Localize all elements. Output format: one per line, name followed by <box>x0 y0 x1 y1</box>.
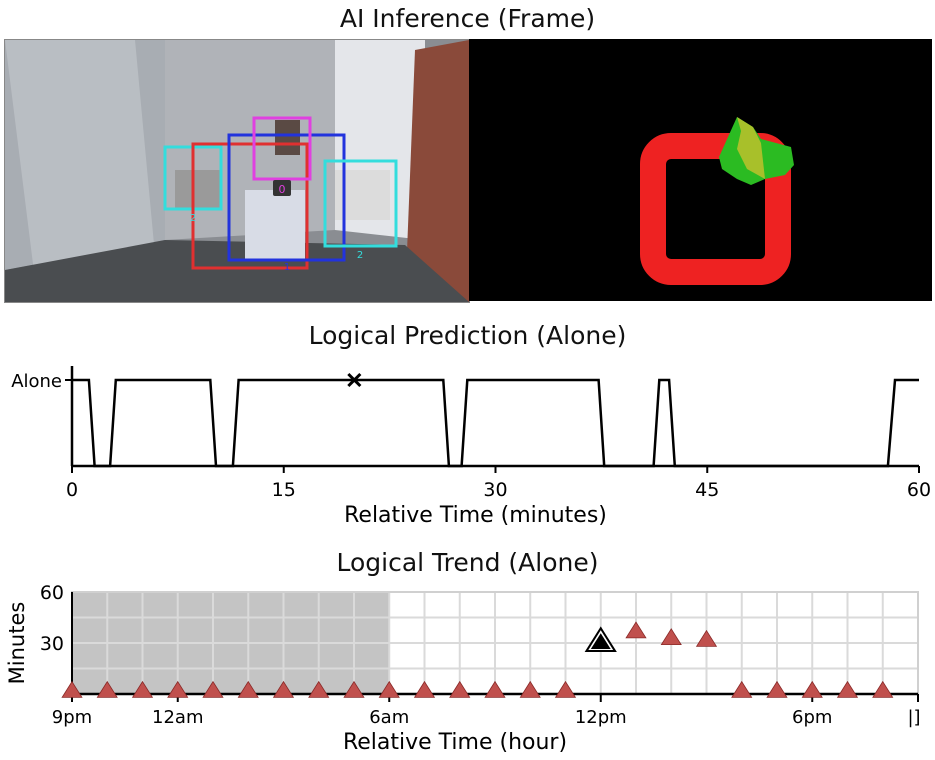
prediction-x-tick-label: 30 <box>483 479 507 501</box>
trend-point <box>167 680 189 698</box>
door <box>5 40 155 280</box>
zone-outline <box>640 133 791 285</box>
detection-box-bed <box>227 133 346 262</box>
trend-point <box>872 680 894 698</box>
prediction-x-marker <box>347 372 362 388</box>
trend-y-tick-label: 60 <box>40 582 64 604</box>
trend-point <box>731 680 753 698</box>
prediction-x-tick-label: 45 <box>695 479 719 501</box>
prediction-x-tick-label: 0 <box>66 479 78 501</box>
trend-point <box>378 680 400 698</box>
trend-x-tick-label: 12pm <box>575 707 627 728</box>
trend-point <box>96 680 118 698</box>
trend-x-axis-label: Relative Time (hour) <box>343 730 567 755</box>
detection-label-0: 0 <box>279 183 286 196</box>
trend-point <box>801 680 823 698</box>
trend-point <box>131 680 154 698</box>
prediction-y-tick-label: Alone <box>11 371 62 392</box>
prediction-x-marker-stroke-b <box>347 372 362 388</box>
trend-point <box>766 680 788 698</box>
detection-label-2b: 2 <box>357 250 363 261</box>
prediction-panel-title: Logical Prediction (Alone) <box>308 321 627 350</box>
brick-wall <box>405 40 469 302</box>
trend-chart: 30 60 Minutes 9pm 12am 6am 12pm 6pm |] Relative T… <box>5 582 921 755</box>
trend-point <box>484 680 506 698</box>
trend-x-tick-label: 9pm <box>52 707 92 728</box>
detection-box-person <box>252 116 312 181</box>
prediction-chart: Alone 0 15 30 45 60 Relative Time (minutes) <box>11 366 931 528</box>
occupancy-blob-yellow <box>737 117 765 179</box>
detection-box-red <box>191 142 309 270</box>
trend-point <box>554 680 577 698</box>
camera-frame-scene: 0 1 2 2 <box>5 40 469 302</box>
prediction-x-axis-label: Relative Time (minutes) <box>344 503 607 528</box>
trend-point <box>625 621 647 639</box>
trend-point <box>695 629 718 647</box>
trend-point <box>272 680 295 698</box>
prediction-x-tick-label: 60 <box>907 479 931 501</box>
detection-label-1: 1 <box>284 262 290 273</box>
trend-y-tick-label: 30 <box>40 633 64 655</box>
segmentation-map <box>469 39 932 301</box>
trend-x-tick-label: 12am <box>152 707 203 728</box>
trend-point <box>308 680 330 698</box>
prediction-line <box>72 378 919 468</box>
floor <box>5 240 469 302</box>
segmentation-svg <box>640 117 794 285</box>
trend-point <box>660 628 682 646</box>
frame-panel-title: AI Inference (Frame) <box>339 4 596 33</box>
camera-frame-image: 0 1 2 2 <box>4 39 470 303</box>
trend-point <box>413 680 436 698</box>
detection-label-2a: 2 <box>190 213 196 224</box>
trend-x-tick-label: |] <box>907 707 920 728</box>
prediction-x-tick-label: 15 <box>272 479 296 501</box>
trend-x-tick-label: 6am <box>369 707 409 728</box>
trend-point <box>449 680 471 698</box>
trend-x-tick-label: 6pm <box>792 707 832 728</box>
trend-point <box>237 680 259 698</box>
trend-point <box>61 680 83 698</box>
trend-point <box>202 680 224 698</box>
trend-highlight-point <box>590 633 611 650</box>
trend-y-axis-label: Minutes <box>5 602 29 685</box>
person <box>275 120 300 155</box>
trend-panel-title: Logical Trend (Alone) <box>336 548 599 577</box>
detection-box-chair-right <box>323 159 398 248</box>
trend-point <box>343 680 365 698</box>
bed <box>245 190 305 260</box>
trend-point <box>836 680 859 698</box>
trend-point <box>519 680 541 698</box>
